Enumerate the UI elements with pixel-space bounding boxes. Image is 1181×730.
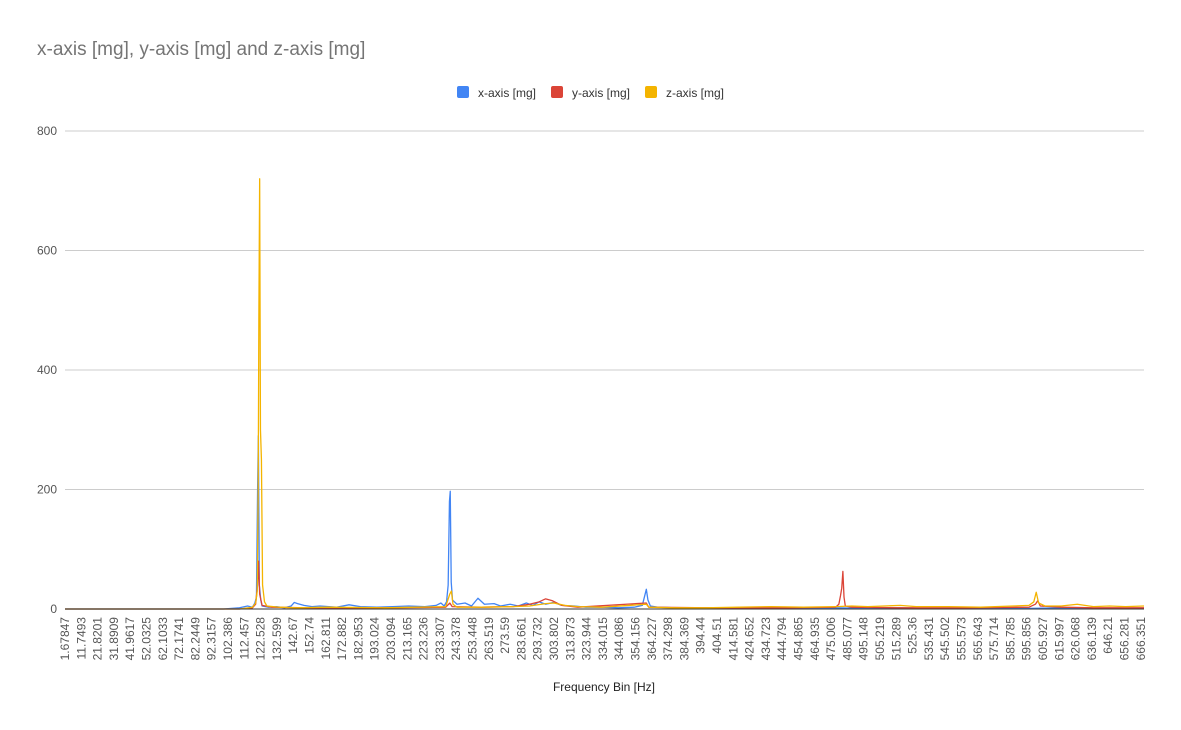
x-tick-label: 475.006 bbox=[824, 617, 838, 661]
x-tick-label: 122.528 bbox=[254, 617, 268, 661]
y-axis-ticks: 0 200 400 600 800 bbox=[37, 124, 57, 616]
x-tick-label: 555.573 bbox=[955, 617, 969, 661]
x-tick-label: 364.227 bbox=[645, 617, 659, 661]
x-tick-label: 193.024 bbox=[368, 617, 382, 661]
x-tick-label: 535.431 bbox=[922, 617, 936, 661]
x-tick-label: 142.67 bbox=[286, 617, 300, 654]
legend-label-z: z-axis [mg] bbox=[666, 86, 724, 100]
x-tick-label: 253.448 bbox=[466, 617, 480, 661]
x-tick-label: 585.785 bbox=[1003, 617, 1017, 661]
x-tick-label: 575.714 bbox=[987, 617, 1001, 661]
y-tick-label: 0 bbox=[50, 602, 57, 616]
x-tick-label: 92.3157 bbox=[205, 617, 219, 661]
x-tick-label: 354.156 bbox=[629, 617, 643, 661]
x-axis-ticks: 1.67847 11.7493 21.8201 31.8909 41.9617 52.03… bbox=[58, 617, 1148, 661]
legend-label-x: x-axis [mg] bbox=[478, 86, 536, 100]
x-tick-label: 656.281 bbox=[1118, 617, 1132, 661]
x-tick-label: 344.086 bbox=[612, 617, 626, 661]
series-line-z bbox=[65, 178, 1145, 610]
x-tick-label: 313.873 bbox=[563, 617, 577, 661]
x-tick-label: 72.1741 bbox=[172, 617, 186, 661]
x-tick-label: 233.307 bbox=[433, 617, 447, 661]
x-tick-label: 283.661 bbox=[514, 617, 528, 661]
x-tick-label: 243.378 bbox=[449, 617, 463, 661]
x-tick-label: 384.369 bbox=[677, 617, 691, 661]
x-tick-label: 454.865 bbox=[792, 617, 806, 661]
x-tick-label: 605.927 bbox=[1036, 617, 1050, 661]
gridlines bbox=[65, 130, 1144, 490]
series-lines bbox=[65, 178, 1145, 610]
x-tick-label: 303.802 bbox=[547, 617, 561, 661]
legend-label-y: y-axis [mg] bbox=[572, 86, 630, 100]
x-tick-label: 424.652 bbox=[743, 617, 757, 661]
x-tick-label: 515.289 bbox=[889, 617, 903, 661]
x-axis-label: Frequency Bin [Hz] bbox=[553, 680, 655, 694]
y-tick-label: 600 bbox=[37, 244, 57, 258]
x-tick-label: 223.236 bbox=[417, 617, 431, 661]
x-tick-label: 273.59 bbox=[498, 617, 512, 654]
x-tick-label: 495.148 bbox=[857, 617, 871, 661]
series-line-x bbox=[65, 435, 1144, 610]
x-tick-label: 112.457 bbox=[237, 617, 251, 660]
x-tick-label: 21.8201 bbox=[91, 617, 105, 661]
x-tick-label: 334.015 bbox=[596, 617, 610, 661]
x-tick-label: 132.599 bbox=[270, 617, 284, 661]
x-tick-label: 485.077 bbox=[840, 617, 854, 661]
x-tick-label: 152.74 bbox=[303, 617, 317, 654]
x-tick-label: 414.581 bbox=[726, 617, 740, 661]
legend-swatch-x bbox=[457, 86, 469, 98]
chart-title: x-axis [mg], y-axis [mg] and z-axis [mg] bbox=[37, 39, 365, 60]
x-tick-label: 203.094 bbox=[384, 617, 398, 661]
x-tick-label: 404.51 bbox=[710, 617, 724, 654]
x-tick-label: 595.856 bbox=[1020, 617, 1034, 661]
y-tick-label: 200 bbox=[37, 483, 57, 497]
x-tick-label: 434.723 bbox=[759, 617, 773, 661]
x-tick-label: 182.953 bbox=[351, 617, 365, 661]
x-tick-label: 82.2449 bbox=[188, 617, 202, 661]
x-tick-label: 102.386 bbox=[221, 617, 235, 661]
x-tick-label: 615.997 bbox=[1052, 617, 1066, 661]
x-tick-label: 646.21 bbox=[1101, 617, 1115, 654]
x-tick-label: 162.811 bbox=[319, 617, 333, 660]
x-tick-label: 11.7493 bbox=[74, 617, 88, 660]
x-tick-label: 293.732 bbox=[531, 617, 545, 661]
x-tick-label: 41.9617 bbox=[123, 617, 137, 661]
x-tick-label: 545.502 bbox=[938, 617, 952, 661]
x-tick-label: 52.0325 bbox=[140, 617, 154, 661]
y-tick-label: 800 bbox=[37, 124, 57, 138]
x-tick-label: 394.44 bbox=[694, 617, 708, 654]
x-tick-label: 525.36 bbox=[906, 617, 920, 654]
x-tick-label: 31.8909 bbox=[107, 617, 121, 661]
x-tick-label: 374.298 bbox=[661, 617, 675, 661]
x-tick-label: 323.944 bbox=[580, 617, 594, 661]
legend-swatch-z bbox=[645, 86, 657, 98]
legend-swatch-y bbox=[551, 86, 563, 98]
legend: x-axis [mg] y-axis [mg] z-axis [mg] bbox=[457, 86, 724, 100]
y-tick-label: 400 bbox=[37, 363, 57, 377]
x-tick-label: 565.643 bbox=[971, 617, 985, 661]
x-tick-label: 626.068 bbox=[1069, 617, 1083, 661]
series-line-y bbox=[65, 560, 1144, 610]
x-tick-label: 666.351 bbox=[1134, 617, 1148, 661]
x-tick-label: 505.219 bbox=[873, 617, 887, 661]
x-tick-label: 1.67847 bbox=[58, 617, 72, 661]
x-tick-label: 636.139 bbox=[1085, 617, 1099, 661]
x-tick-label: 444.794 bbox=[775, 617, 789, 661]
x-tick-label: 464.935 bbox=[808, 617, 822, 661]
x-tick-label: 213.165 bbox=[400, 617, 414, 661]
x-tick-label: 263.519 bbox=[482, 617, 496, 661]
x-tick-label: 62.1033 bbox=[156, 617, 170, 661]
x-tick-label: 172.882 bbox=[335, 617, 349, 661]
